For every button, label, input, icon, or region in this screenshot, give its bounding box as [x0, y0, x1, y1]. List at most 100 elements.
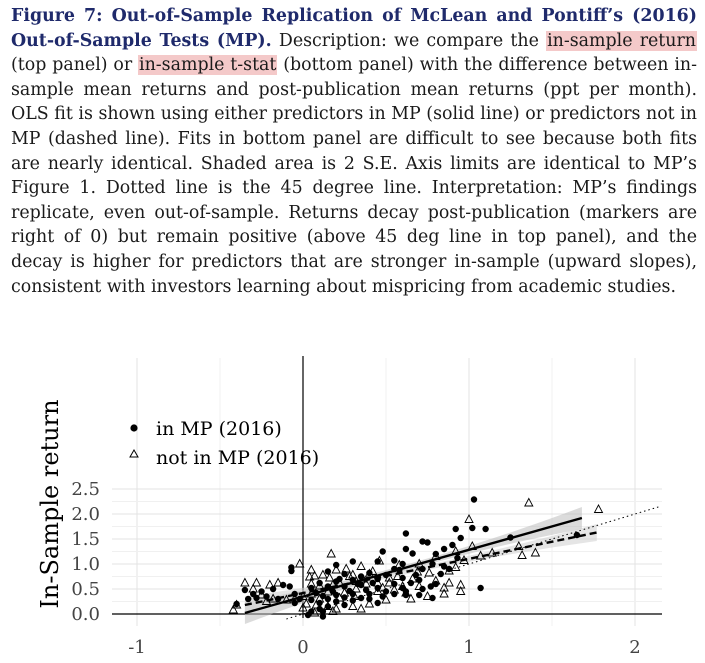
point-in-mp [419, 538, 426, 545]
point-not-in-mp [464, 514, 474, 523]
point-not-in-mp [349, 591, 360, 600]
point-not-in-mp [351, 583, 361, 593]
point-not-in-mp [256, 589, 267, 599]
point-in-mp [427, 583, 434, 590]
y-tick-label: 0.5 [71, 579, 100, 600]
point-not-in-mp [455, 579, 466, 589]
point-not-in-mp [328, 606, 338, 615]
point-in-mp [245, 595, 252, 603]
point-in-mp [279, 581, 287, 589]
point-in-mp [416, 576, 423, 584]
point-not-in-mp [309, 607, 320, 617]
point-not-in-mp [294, 558, 305, 568]
point-not-in-mp [407, 573, 418, 583]
point-not-in-mp [311, 599, 322, 609]
point-not-in-mp [348, 601, 358, 610]
point-in-mp [470, 496, 478, 503]
caption-text-1: Description: we compare the [271, 30, 547, 51]
legend: in MP (2016) not in MP (2016) [129, 418, 319, 469]
y-tick-label: 0.0 [71, 604, 100, 625]
point-in-mp [445, 565, 453, 573]
point-in-mp [457, 534, 464, 542]
point-not-in-mp [248, 583, 258, 593]
point-in-mp [482, 525, 489, 533]
point-not-in-mp [361, 578, 371, 588]
caption-text-3: (bottom panel) with the difference betwe… [11, 55, 697, 297]
point-not-in-mp [324, 572, 335, 582]
point-not-in-mp [517, 550, 527, 559]
point-in-mp [258, 588, 265, 595]
point-in-mp [319, 613, 327, 620]
point-in-mp [366, 590, 373, 598]
point-in-mp [391, 590, 398, 598]
point-not-in-mp [414, 581, 424, 590]
point-not-in-mp [439, 588, 449, 598]
point-not-in-mp [341, 563, 351, 573]
point-not-in-mp [394, 559, 405, 569]
point-not-in-mp [273, 577, 283, 587]
point-not-in-mp [372, 577, 383, 587]
legend-label-in-mp: in MP (2016) [156, 418, 282, 440]
point-not-in-mp [401, 587, 411, 597]
point-not-in-mp [444, 577, 454, 587]
point-in-mp [304, 611, 312, 619]
point-in-mp [409, 550, 416, 557]
tick-labels: -1 0 1 2 0.0 0.5 1.0 1.5 2.0 2.5 [71, 479, 640, 658]
point-not-in-mp [439, 582, 449, 592]
x-tick-label: 0 [297, 637, 308, 658]
point-in-mp [308, 584, 315, 592]
fit-lines [244, 516, 598, 615]
point-not-in-mp [374, 555, 385, 565]
point-in-mp [341, 601, 348, 609]
point-in-mp [233, 600, 240, 608]
point-not-in-mp [422, 591, 433, 600]
point-in-mp [477, 584, 484, 592]
caption-text-2: (top panel) or [11, 55, 139, 76]
x-tick-label: 1 [463, 637, 474, 658]
point-not-in-mp [381, 594, 391, 604]
point-not-in-mp [406, 593, 416, 603]
point-not-in-mp [268, 593, 278, 603]
point-not-in-mp [356, 561, 366, 570]
point-not-in-mp [444, 565, 454, 575]
point-not-in-mp [314, 580, 325, 590]
highlight-in-sample-tstat: in-sample t-stat [138, 55, 278, 76]
point-in-mp [286, 583, 293, 590]
point-in-mp [399, 560, 406, 568]
point-not-in-mp [304, 571, 315, 581]
point-in-mp [333, 598, 340, 605]
point-not-in-mp [301, 598, 312, 608]
point-not-in-mp [344, 571, 355, 580]
y-tick-label: 1.5 [71, 529, 100, 550]
point-in-mp [382, 588, 390, 595]
y-tick-label: 1.0 [71, 554, 100, 575]
point-not-in-mp [367, 566, 378, 575]
reference-line-group [286, 506, 661, 620]
point-in-mp [416, 591, 423, 599]
scatter-plot: -1 0 1 2 0.0 0.5 1.0 1.5 2.0 2.5 In-Sample return… [36, 356, 662, 658]
point-not-in-mp [364, 598, 375, 608]
grid [112, 356, 662, 626]
point-in-mp [291, 599, 298, 607]
point-in-mp [449, 541, 456, 549]
point-not-in-mp [323, 601, 333, 610]
point-not-in-mp [530, 547, 541, 557]
figure-caption: Figure 7: Out-of-Sample Replication of M… [11, 4, 697, 299]
point-not-in-mp [240, 577, 250, 587]
point-not-in-mp [251, 577, 262, 587]
point-in-mp [573, 531, 581, 539]
point-not-in-mp [314, 593, 325, 603]
point-not-in-mp [384, 577, 395, 587]
point-not-in-mp [431, 575, 441, 585]
legend-label-not-in-mp: not in MP (2016) [156, 447, 319, 469]
x-tick-label: 2 [629, 637, 640, 658]
point-in-mp [379, 548, 386, 555]
point-not-in-mp [487, 547, 497, 557]
confidence-bands [244, 507, 597, 624]
point-in-mp [241, 586, 249, 594]
point-in-mp [402, 545, 410, 553]
point-in-mp [440, 545, 448, 553]
point-in-mp [469, 524, 476, 532]
y-tick-label: 2.0 [71, 504, 100, 525]
point-not-in-mp [228, 604, 239, 614]
